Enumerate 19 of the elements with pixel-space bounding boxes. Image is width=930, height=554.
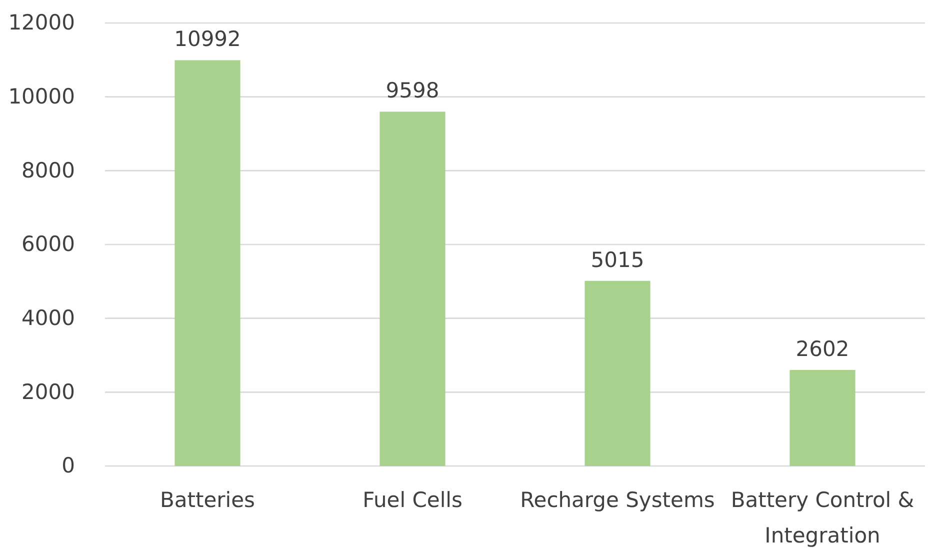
y-tick-label: 12000 xyxy=(8,10,75,35)
x-tick-label: Batteries xyxy=(160,488,255,512)
y-tick-label: 4000 xyxy=(22,306,75,330)
x-tick-label: Fuel Cells xyxy=(362,488,462,512)
data-label: 10992 xyxy=(174,27,241,52)
data-label: 9598 xyxy=(386,78,440,103)
y-tick-label: 0 xyxy=(62,454,75,478)
bar xyxy=(790,370,856,466)
x-tick-label: Battery Control & Integration xyxy=(730,488,914,548)
data-label: 2602 xyxy=(796,336,850,361)
bar xyxy=(380,112,446,466)
y-tick-label: 2000 xyxy=(22,380,75,404)
data-label: 5015 xyxy=(590,248,644,272)
y-tick-label: 10000 xyxy=(8,84,75,109)
x-tick-label: Recharge Systems xyxy=(520,488,715,512)
bar xyxy=(174,60,240,466)
y-tick-label: 8000 xyxy=(22,158,75,182)
bar xyxy=(584,280,650,466)
y-tick-label: 6000 xyxy=(22,232,75,256)
